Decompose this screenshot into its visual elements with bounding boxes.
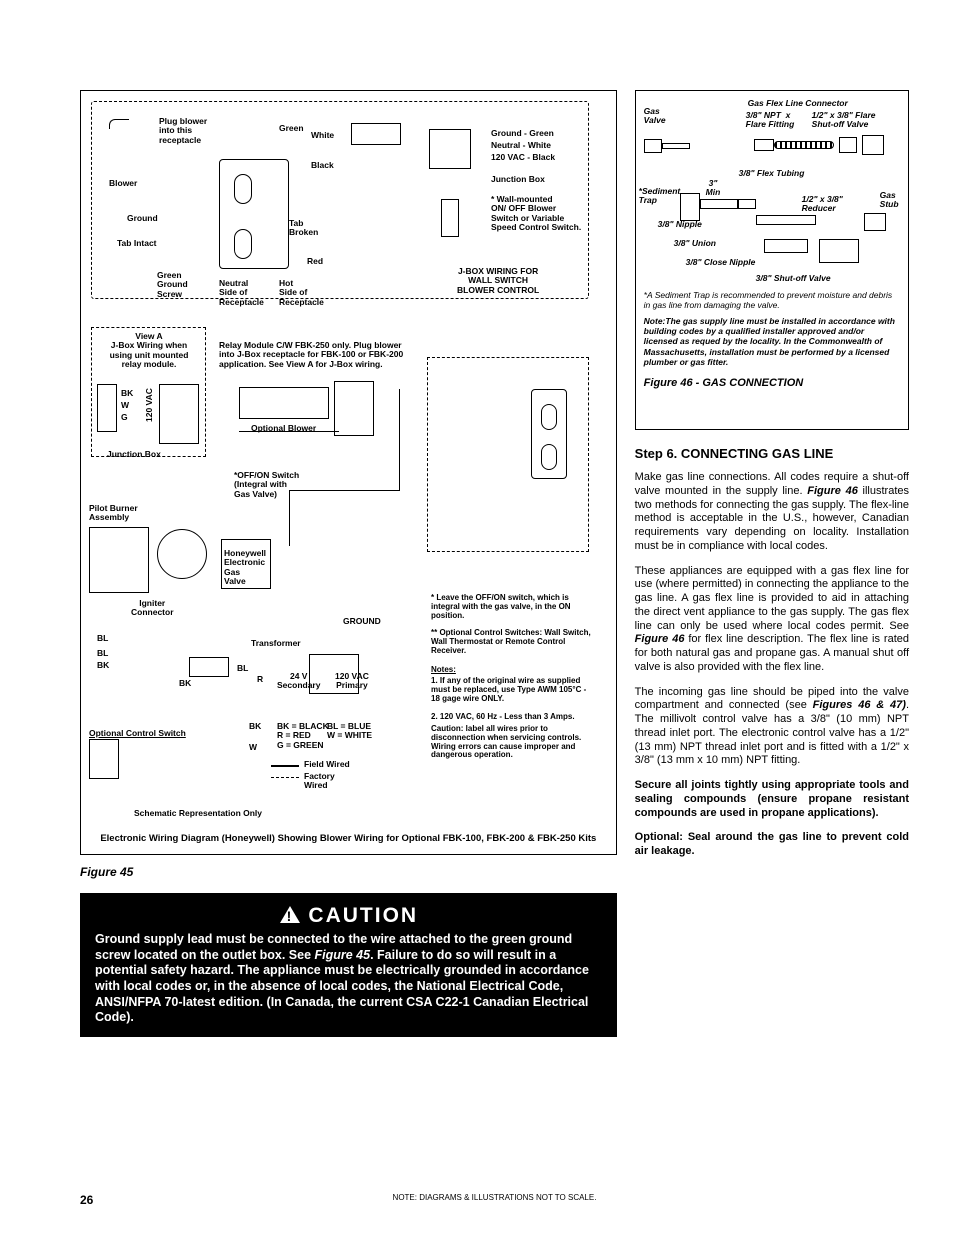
step6-p5: Optional: Seal around the gas line to pr…	[635, 831, 909, 859]
w-label2: W	[249, 743, 257, 752]
bk-label2: BK	[97, 661, 109, 670]
flare-fitting-label: 3/8" NPT x Flare Fitting	[746, 111, 795, 130]
optional-switches-note: ** Optional Control Switches: Wall Switc…	[431, 629, 591, 655]
red-label: Red	[307, 257, 323, 266]
page-footer: 26 NOTE: DIAGRAMS & ILLUSTRATIONS NOT TO…	[80, 1193, 909, 1207]
neutral-white-label: Neutral - White	[491, 141, 551, 150]
bk-label4: BK	[249, 722, 261, 731]
shutoff-label: 3/8" Shut-off Valve	[756, 274, 831, 283]
sediment-label: *Sediment Trap	[639, 187, 681, 206]
junction-box2-label: Junction Box	[107, 450, 161, 459]
vac120-label: 120 VAC	[145, 388, 154, 422]
shutoff-flare-label: 1/2" x 3/8" Flare Shut-off Valve	[812, 111, 876, 130]
step6-p3: The incoming gas line should be piped in…	[635, 686, 909, 769]
step6-p4: Secure all joints tightly using appropri…	[635, 779, 909, 820]
bk-label: BK	[121, 389, 133, 398]
wall-mounted-label: * Wall-mounted ON/ OFF Blower Switch or …	[491, 195, 581, 232]
flex-connector-label: Gas Flex Line Connector	[748, 99, 848, 108]
ground-label: Ground	[127, 214, 158, 223]
color-key-label: BK = BLACK R = RED G = GREEN	[277, 722, 329, 750]
footer-note: NOTE: DIAGRAMS & ILLUSTRATIONS NOT TO SC…	[393, 1193, 597, 1202]
neutral-side-label: Neutral Side of Receptacle	[219, 279, 264, 307]
pilot-burner-label: Pilot Burner Assembly	[89, 504, 138, 523]
figure45-label: Figure 45	[80, 865, 617, 879]
igniter-label: Igniter Connector	[131, 599, 174, 618]
caution-title: ! CAUTION	[95, 904, 602, 928]
hot-side-label: Hot Side of Receptacle	[279, 279, 324, 307]
vac-black-label: 120 VAC - Black	[491, 153, 555, 162]
caution-text: Ground supply lead must be connected to …	[95, 932, 602, 1026]
color-key2-label: BL = BLUE W = WHITE	[327, 722, 372, 741]
transformer-label: Transformer	[251, 639, 301, 648]
plug-blower-label: Plug blower into this receptacle	[159, 117, 207, 145]
reducer-label: 1/2" x 3/8" Reducer	[802, 195, 843, 214]
bl-label3: BL	[237, 664, 248, 673]
step6-p2: These appliances are equipped with a gas…	[635, 565, 909, 675]
leave-off-note: * Leave the OFF/ON switch, which is inte…	[431, 594, 591, 620]
factory-wired-label: Factory Wired	[304, 772, 335, 791]
right-column: Gas Valve Gas Flex Line Connector 3/8" N…	[635, 90, 909, 1037]
page-content: Plug blower into this receptacle Blower …	[0, 0, 954, 1067]
field-wired-label: Field Wired	[304, 760, 350, 769]
diagram-caption: Electronic Wiring Diagram (Honeywell) Sh…	[89, 833, 608, 844]
figure46-label: Figure 46 - GAS CONNECTION	[644, 377, 900, 389]
notes-heading: Notes:	[431, 666, 591, 675]
gas-stub-label: Gas Stub	[880, 191, 899, 210]
svg-text:!: !	[286, 908, 293, 924]
page-number: 26	[80, 1193, 93, 1207]
bk-label3: BK	[179, 679, 191, 688]
ground2-label: GROUND	[343, 617, 381, 626]
sediment-note: *A Sediment Trap is recommended to preve…	[644, 290, 900, 310]
blower-label: Blower	[109, 179, 137, 188]
bl-label2: BL	[97, 649, 108, 658]
min3-label: 3" Min	[706, 179, 721, 198]
tab-intact-label: Tab Intact	[117, 239, 157, 248]
optional-control-label: Optional Control Switch	[89, 729, 186, 738]
gas-connection-diagram: Gas Valve Gas Flex Line Connector 3/8" N…	[635, 90, 909, 430]
union-label: 3/8" Union	[674, 239, 716, 248]
flex-tubing-label: 3/8" Flex Tubing	[739, 169, 805, 178]
supply-note: Note:The gas supply line must be install…	[644, 316, 900, 367]
r-label: R	[257, 675, 263, 684]
bl-label1: BL	[97, 634, 108, 643]
black-label: Black	[311, 161, 334, 170]
close-nipple-label: 3/8" Close Nipple	[686, 258, 756, 267]
note2: 2. 120 VAC, 60 Hz - Less than 3 Amps.	[431, 713, 591, 722]
tab-broken-label: Tab Broken	[289, 219, 318, 238]
green-label: Green	[279, 124, 304, 133]
schematic-label: Schematic Representation Only	[134, 809, 262, 818]
white-label: White	[311, 131, 334, 140]
caution-box: ! CAUTION Ground supply lead must be con…	[80, 893, 617, 1037]
relay-module-label: Relay Module C/W FBK-250 only. Plug blow…	[219, 341, 403, 369]
g-label: G	[121, 413, 128, 422]
note1: 1. If any of the original wire as suppli…	[431, 677, 591, 703]
left-column: Plug blower into this receptacle Blower …	[80, 90, 617, 1037]
gas-valve-label: Gas Valve	[644, 107, 666, 126]
note-caution: Caution: label all wires prior to discon…	[431, 725, 591, 760]
nipple-label: 3/8" Nipple	[658, 220, 702, 229]
view-a-label: View A J-Box Wiring when using unit moun…	[99, 332, 199, 369]
step6-heading: Step 6. CONNECTING GAS LINE	[635, 446, 909, 461]
green-ground-screw-label: Green Ground Screw	[157, 271, 188, 299]
step6-p1: Make gas line connections. All codes req…	[635, 471, 909, 554]
jbox-wiring-label: J-BOX WIRING FOR WALL SWITCH BLOWER CONT…	[457, 267, 539, 295]
w-label: W	[121, 401, 129, 410]
junction-box-label: Junction Box	[491, 175, 545, 184]
warning-icon: !	[279, 905, 301, 924]
wiring-diagram-box: Plug blower into this receptacle Blower …	[80, 90, 617, 855]
ground-green-label: Ground - Green	[491, 129, 554, 138]
